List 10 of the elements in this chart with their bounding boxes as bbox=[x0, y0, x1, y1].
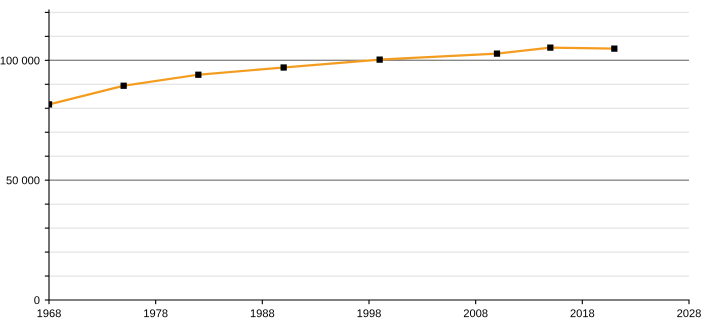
x-tick-label: 2028 bbox=[677, 309, 701, 318]
x-tick-label: 2008 bbox=[464, 309, 488, 318]
y-tick-label: 50 000 bbox=[6, 176, 40, 184]
y-tick-label: 0 bbox=[34, 296, 40, 304]
x-tick-label: 1998 bbox=[357, 309, 381, 318]
x-tick-label: 1968 bbox=[37, 309, 61, 318]
y-tick-label: 100 000 bbox=[0, 56, 40, 64]
x-tick-label: 1978 bbox=[144, 309, 168, 318]
x-tick-label: 2018 bbox=[570, 309, 594, 318]
x-tick-label: 1988 bbox=[250, 309, 274, 318]
